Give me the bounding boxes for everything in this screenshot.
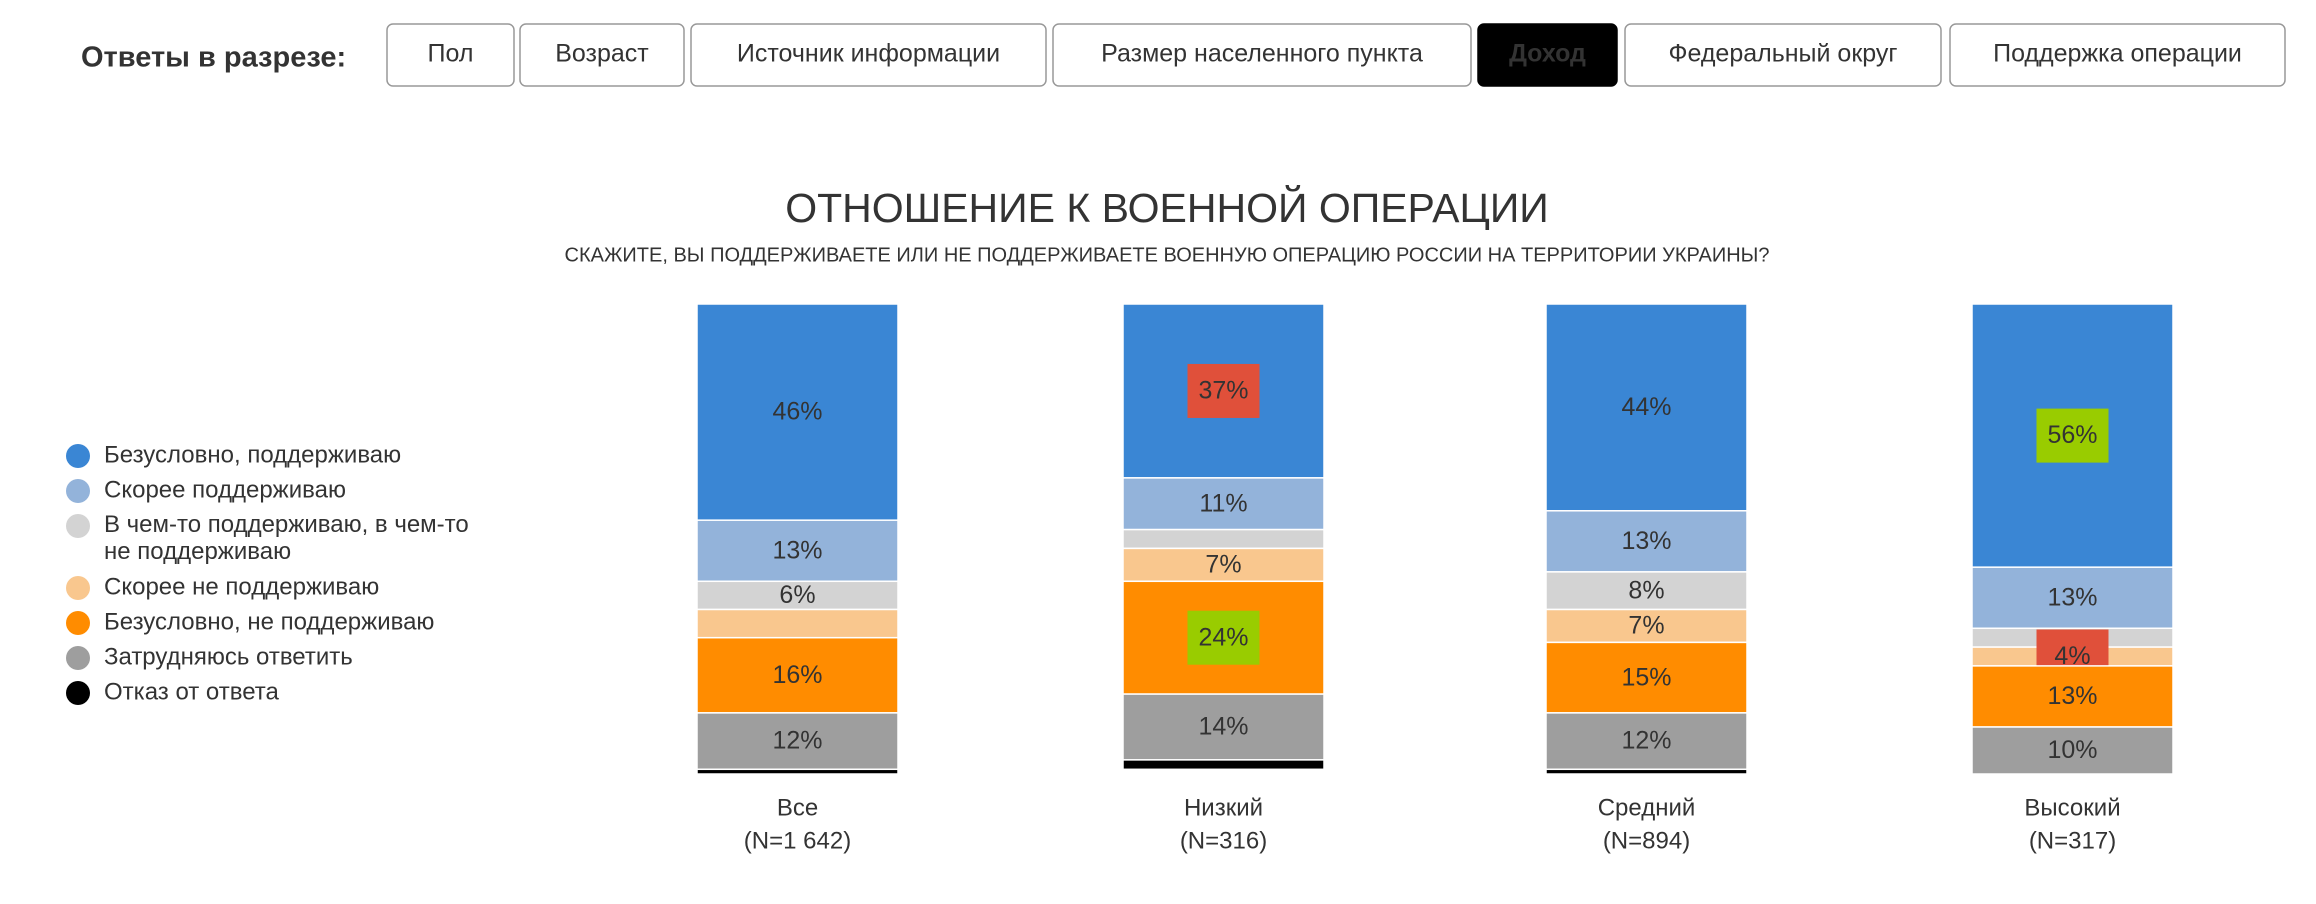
- legend-marker: [66, 479, 90, 503]
- bar-segment: [696, 303, 899, 521]
- tab-box: [1624, 23, 1942, 87]
- filter-tab[interactable]: Федеральный округ: [1624, 23, 1942, 87]
- bar-segment: [1122, 528, 1325, 550]
- tab-box: [1052, 23, 1472, 87]
- tab-label: Размер населенного пункта: [1101, 40, 1423, 68]
- value-label: 10%: [2047, 736, 2097, 764]
- value-label: 16%: [772, 661, 822, 689]
- label-highlight: [1187, 363, 1260, 418]
- label-highlight: [1187, 610, 1260, 665]
- legend-marker: [66, 514, 90, 538]
- legend-marker: [66, 444, 90, 468]
- value-label: 13%: [772, 536, 822, 564]
- value-label: 11%: [1199, 489, 1247, 517]
- value-label: 8%: [1628, 576, 1664, 604]
- legend-marker: [66, 646, 90, 670]
- filter-tab[interactable]: Размер населенного пункта: [1052, 23, 1472, 87]
- bar-segment: [1545, 571, 1748, 611]
- value-label: 7%: [1628, 612, 1664, 640]
- bar-segment: [1971, 566, 2174, 630]
- legend-marker: [66, 681, 90, 705]
- filter-tab[interactable]: Источник информации: [690, 23, 1047, 87]
- value-label: 7%: [1205, 550, 1241, 578]
- bar-segment: [696, 608, 899, 639]
- bar-segment: [696, 519, 899, 583]
- sample-size: (N=316): [1180, 827, 1267, 854]
- bar-segment: [696, 768, 899, 775]
- tab-label: Источник информации: [737, 40, 1000, 68]
- bar-segment: [1122, 759, 1325, 771]
- label-highlight: [2036, 408, 2109, 463]
- bar-segment: [696, 636, 899, 714]
- sample-size: (N=1 642): [744, 827, 851, 854]
- bar-segment: [1971, 665, 2174, 728]
- value-label: 13%: [2047, 583, 2097, 611]
- filter-tab[interactable]: Пол: [386, 23, 515, 87]
- bar-segment: [1971, 726, 2174, 775]
- legend-label: Безусловно, не поддерживаю: [104, 608, 434, 635]
- category-label: Высокий: [2024, 794, 2120, 821]
- value-label: 37%: [1198, 377, 1248, 405]
- value-label: 46%: [772, 398, 822, 426]
- tab-label: Возраст: [555, 40, 649, 68]
- tab-label: Доход: [1509, 40, 1586, 68]
- value-label: 12%: [772, 727, 822, 755]
- bar-segment: [1545, 768, 1748, 775]
- filter-label: Ответы в разрезе:: [81, 42, 346, 74]
- tab-label: Федеральный округ: [1668, 40, 1897, 68]
- bar-segment: [1122, 547, 1325, 583]
- category-label: Низкий: [1184, 794, 1263, 821]
- legend-label: Безусловно, поддерживаю: [104, 441, 401, 468]
- value-label: 13%: [2047, 682, 2097, 710]
- legend-marker: [66, 611, 90, 635]
- bar-segment: [1545, 510, 1748, 573]
- filter-tab[interactable]: Доход: [1477, 23, 1618, 87]
- value-label: 12%: [1621, 727, 1671, 755]
- sample-size: (N=317): [2029, 827, 2116, 854]
- tab-label: Пол: [428, 40, 474, 68]
- bar-segment: [696, 712, 899, 771]
- legend-label: В чем-то поддерживаю, в чем-то не поддерж…: [104, 511, 469, 565]
- chart-title: ОТНОШЕНИЕ К ВОЕННОЙ ОПЕРАЦИИ: [785, 185, 1549, 231]
- tab-box: [386, 23, 515, 87]
- value-label: 6%: [779, 581, 815, 609]
- legend-label: Скорее не поддерживаю: [104, 573, 379, 600]
- value-label: 14%: [1198, 713, 1248, 741]
- category-label: Средний: [1598, 794, 1696, 821]
- value-label: 13%: [1621, 527, 1671, 555]
- legend-label: Затрудняюсь ответить: [104, 643, 353, 670]
- tab-box: [690, 23, 1047, 87]
- category-label: Все: [777, 794, 818, 821]
- bar-segment: [1122, 477, 1325, 531]
- legend-label: Отказ от ответа: [104, 678, 279, 705]
- value-label: 24%: [1198, 623, 1248, 651]
- bar-segment: [696, 580, 899, 611]
- legend-label: Скорее поддерживаю: [104, 476, 346, 503]
- legend-marker: [66, 576, 90, 600]
- filter-tab[interactable]: Возраст: [519, 23, 685, 87]
- tab-label: Поддержка операции: [1993, 40, 2242, 68]
- tab-box: [1949, 23, 2286, 87]
- value-label: 56%: [2047, 421, 2097, 449]
- value-label: 44%: [1621, 393, 1671, 421]
- tab-box: [519, 23, 685, 87]
- sample-size: (N=894): [1603, 827, 1690, 854]
- chart-subtitle: СКАЖИТЕ, ВЫ ПОДДЕРЖИВАЕТЕ ИЛИ НЕ ПОДДЕРЖ…: [565, 244, 1770, 266]
- tab-box: [1477, 23, 1618, 87]
- bar-segment: [1545, 712, 1748, 771]
- filter-tab[interactable]: Поддержка операции: [1949, 23, 2286, 87]
- value-label: 15%: [1621, 663, 1671, 691]
